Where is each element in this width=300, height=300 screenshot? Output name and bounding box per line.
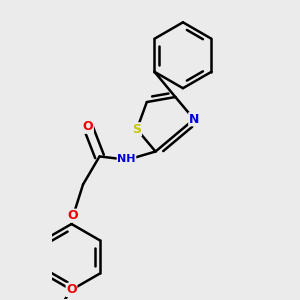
Text: O: O [66, 284, 77, 296]
Text: S: S [132, 123, 141, 136]
Text: N: N [189, 113, 199, 126]
Text: O: O [83, 120, 93, 133]
Text: NH: NH [117, 154, 136, 164]
Text: O: O [68, 209, 79, 222]
